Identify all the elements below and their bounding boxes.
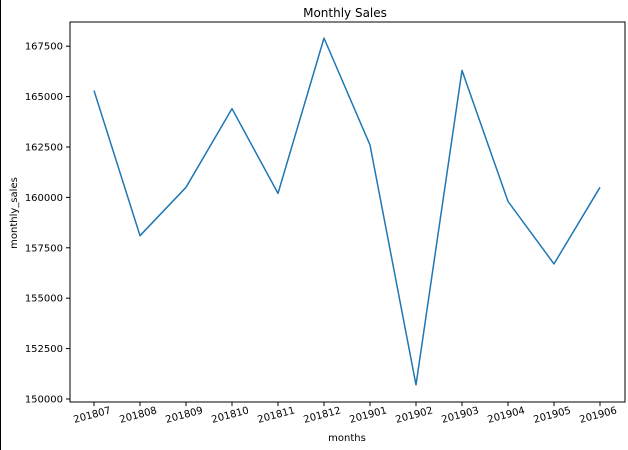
y-tick-label: 150000 [25,394,63,405]
x-axis-label: months [328,433,366,444]
y-tick-label: 155000 [25,294,63,305]
x-tick-label: 201902 [394,405,434,426]
chart-title: Monthly Sales [303,6,387,20]
y-tick-label: 162500 [25,142,63,153]
x-tick-label: 201901 [348,405,388,426]
x-tick-label: 201812 [302,405,342,426]
x-tick-label: 201905 [532,405,572,426]
x-tick-label: 201807 [72,405,112,426]
y-tick-label: 167500 [25,42,63,53]
y-axis-label: monthly_sales [9,177,20,249]
series-group [93,37,601,386]
series-line [93,37,601,386]
y-tick-label: 157500 [25,243,63,254]
window-left-border [0,0,1,450]
x-tick-label: 201811 [256,405,296,426]
x-tick-label: 201808 [118,405,158,426]
x-tick-label: 201903 [440,405,480,426]
y-tick-label: 152500 [25,344,63,355]
plot-area-frame [69,21,626,403]
y-tick-label: 165000 [25,92,63,103]
x-tick-label: 201906 [578,405,618,426]
x-tick-label: 201810 [210,405,250,426]
x-tick-label: 201809 [164,405,204,426]
x-axis-ticks: 201807 201808 201809 201810 201811 201812 2019… [72,402,618,426]
y-tick-label: 160000 [25,193,63,204]
y-axis-ticks: 150000 152500 155000 157500 160000 162500 1650… [25,42,70,405]
x-tick-label: 201904 [486,405,526,426]
